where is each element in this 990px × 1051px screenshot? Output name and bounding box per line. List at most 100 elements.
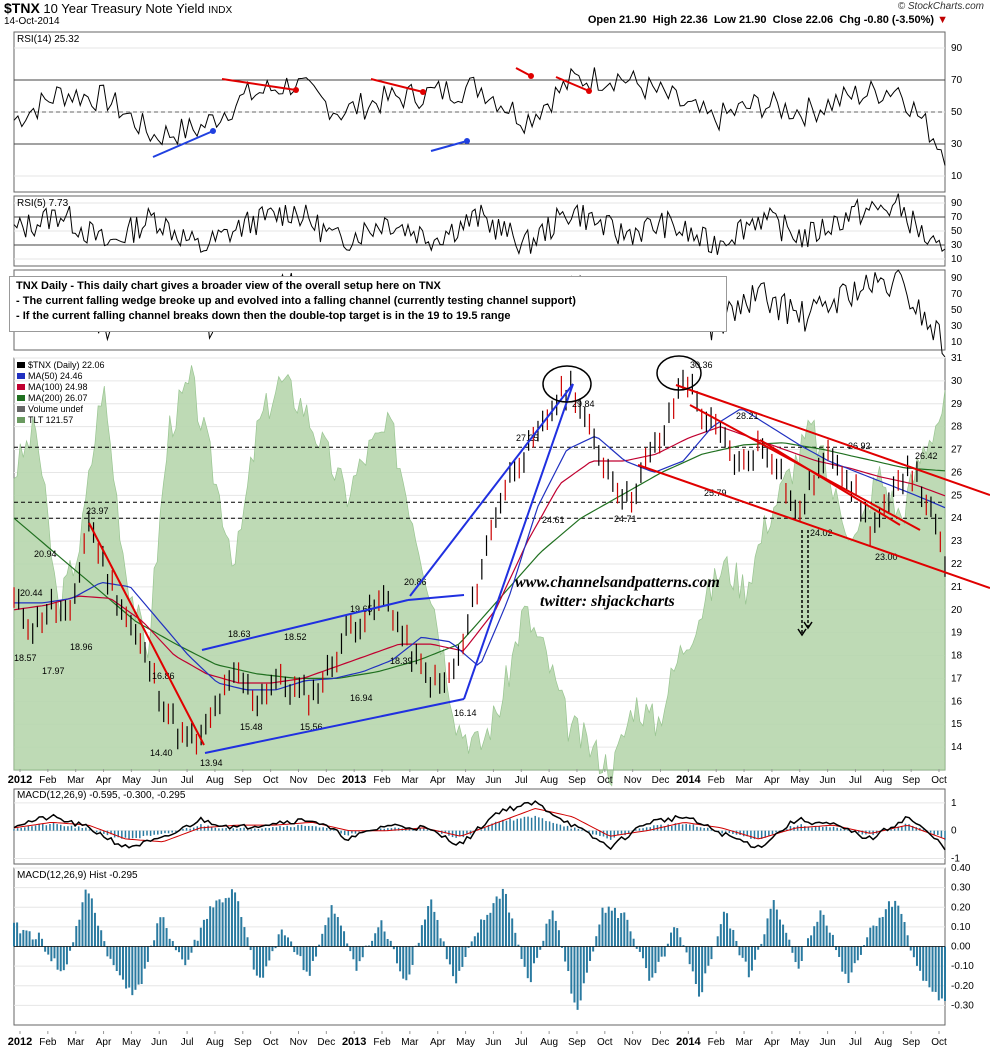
legend-entry: MA(100) 24.98 — [28, 382, 88, 392]
ohlc-readout: Open 21.90 High 22.36 Low 21.90 Close 22… — [588, 14, 948, 26]
rsi5-tick-label: 50 — [951, 226, 963, 237]
price-value-label: 18.39 — [390, 656, 413, 666]
macd-hist-x-label: May — [456, 1037, 475, 1048]
price-x-label: Aug — [206, 775, 224, 786]
legend-swatch — [17, 395, 25, 401]
price-value-label: 24.71 — [614, 514, 637, 524]
rsi14-trend-arrow — [370, 78, 424, 93]
legend-swatch — [17, 384, 25, 390]
price-tick-label: 29 — [951, 399, 963, 410]
macd-hist-x-label: Apr — [764, 1037, 780, 1048]
price-value-label: 18.96 — [70, 642, 93, 652]
down-triangle-icon: ▼ — [937, 14, 948, 26]
trend-line — [88, 522, 205, 746]
high-label: High — [652, 14, 678, 26]
price-x-label: 2012 — [8, 774, 32, 786]
price-x-label: Feb — [373, 775, 391, 786]
open-label: Open — [587, 14, 616, 26]
brand-logo: © StockCharts.com — [897, 1, 984, 12]
macd-hist-x-label: Jun — [485, 1037, 501, 1048]
watermark-twitter: twitter: shjackcharts — [540, 593, 675, 610]
price-tick-label: 26 — [951, 467, 963, 478]
price-value-label: 26.92 — [848, 441, 871, 451]
trend-line — [409, 383, 574, 597]
macd-hist-label: MACD(12,26,9) Hist -0.295 — [17, 870, 138, 881]
price-value-label: 13.94 — [200, 758, 223, 768]
oscillator-tick-label: 90 — [951, 273, 963, 284]
chg-value: -0.80 (-3.50%) — [863, 14, 935, 26]
macd-hist-tick-label: 0.00 — [951, 942, 971, 953]
rsi14-arrow-head — [528, 73, 534, 79]
rsi14-trend-arrow — [555, 76, 590, 92]
price-x-label: Apr — [764, 775, 780, 786]
macd-hist-x-label: Oct — [597, 1037, 613, 1048]
macd-hist-x-label: Oct — [931, 1037, 947, 1048]
price-value-label: 14.40 — [150, 748, 173, 758]
macd-hist-x-label: Sep — [568, 1037, 586, 1048]
macd-hist-x-label: Nov — [290, 1037, 308, 1048]
macd-hist-x-label: 2014 — [676, 1036, 701, 1048]
price-x-label: Jun — [820, 775, 836, 786]
price-tick-label: 30 — [951, 376, 963, 387]
macd-hist-x-label: Feb — [39, 1037, 57, 1048]
price-x-label: Mar — [67, 775, 85, 786]
price-x-label: Jul — [515, 775, 528, 786]
price-tick-label: 17 — [951, 673, 963, 684]
price-x-label: 2014 — [676, 774, 701, 786]
price-value-label: 27.25 — [516, 433, 539, 443]
oscillator-tick-label: 10 — [951, 337, 963, 348]
rsi14-trend-arrow — [221, 78, 297, 91]
price-value-label: 20.94 — [34, 549, 57, 559]
macd-hist-tick-label: 0.40 — [951, 863, 971, 874]
macd-signal-line — [13, 807, 946, 843]
price-value-label: 28.21 — [736, 411, 759, 421]
symbol: $TNX — [4, 0, 40, 16]
close-label: Close — [772, 14, 803, 26]
price-tick-label: 24 — [951, 513, 963, 524]
price-value-label: 18.52 — [284, 632, 307, 642]
double-top-circle-right — [656, 355, 702, 391]
price-x-label: Nov — [290, 775, 308, 786]
price-x-label: Oct — [597, 775, 613, 786]
rsi14-trend-arrow — [152, 130, 214, 158]
price-x-label: May — [122, 775, 141, 786]
price-x-label: Apr — [96, 775, 112, 786]
macd-tick-label: -1 — [951, 853, 960, 864]
annotation-line-2: - The current falling wedge breoke up an… — [16, 295, 576, 307]
price-x-label: Mar — [401, 775, 419, 786]
macd-hist-x-label: Feb — [373, 1037, 391, 1048]
price-x-label: Mar — [735, 775, 753, 786]
price-tick-label: 22 — [951, 559, 963, 570]
price-x-label: Dec — [652, 775, 670, 786]
price-tick-label: 31 — [951, 353, 963, 364]
price-value-label: 24.61 — [542, 515, 565, 525]
price-x-label: Jul — [849, 775, 862, 786]
rsi14-arrow-head — [420, 89, 426, 95]
macd-hist-x-label: Dec — [652, 1037, 670, 1048]
price-value-label: 16.86 — [152, 671, 175, 681]
rsi14-tick-label: 70 — [951, 75, 963, 86]
rsi5-label: RSI(5) 7.73 — [17, 198, 69, 209]
macd-hist-tick-label: -0.10 — [951, 961, 974, 972]
annotation-line-1: TNX Daily - This daily chart gives a bro… — [16, 280, 441, 292]
watermark-site: www.channelsandpatterns.com — [515, 574, 720, 591]
low-value: 21.90 — [738, 14, 767, 26]
trend-line — [463, 383, 574, 700]
chart-title: $TNX 10 Year Treasury Note Yield INDX — [4, 0, 232, 16]
rsi5-line — [13, 193, 946, 255]
trend-line — [675, 384, 990, 496]
macd-hist-x-label: Jul — [181, 1037, 194, 1048]
annotation-box: TNX Daily - This daily chart gives a bro… — [9, 276, 727, 332]
price-x-label: Apr — [430, 775, 446, 786]
macd-hist-x-label: Jul — [515, 1037, 528, 1048]
exchange: INDX — [208, 5, 233, 16]
price-x-label: Jul — [181, 775, 194, 786]
ma100-line — [13, 426, 946, 684]
chg-label: Chg — [839, 14, 861, 26]
price-x-label: Oct — [263, 775, 279, 786]
chart-date: 14-Oct-2014 — [4, 16, 60, 27]
macd-hist-x-label: Jun — [820, 1037, 836, 1048]
oscillator-tick-label: 30 — [951, 321, 963, 332]
macd-line — [13, 800, 946, 851]
